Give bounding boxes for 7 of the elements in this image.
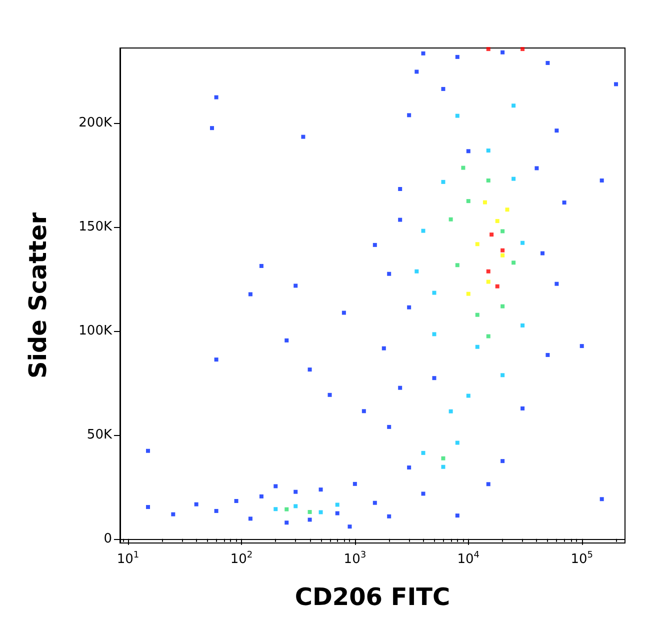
y-tick-label: 150K [78,219,112,234]
y-tick-label: 50K [86,427,112,442]
y-tick-label: 0 [104,531,112,546]
y-axis-title: Side Scatter [24,212,52,379]
y-tick-label: 100K [78,323,112,338]
y-tick-label: 200K [78,115,112,130]
x-axis-title: CD206 FITC [294,583,450,611]
